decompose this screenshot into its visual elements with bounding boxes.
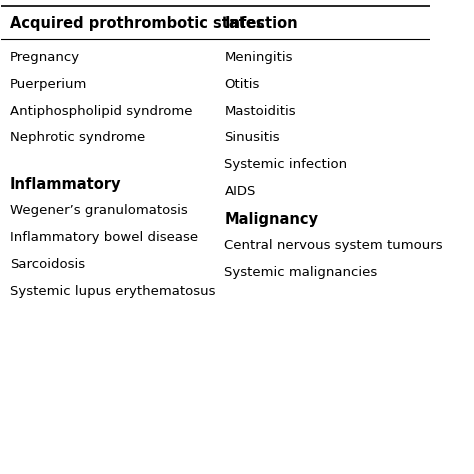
- Text: Acquired prothrombotic states: Acquired prothrombotic states: [10, 16, 264, 30]
- Text: Puerperium: Puerperium: [10, 78, 87, 91]
- Text: Wegener’s granulomatosis: Wegener’s granulomatosis: [10, 204, 188, 217]
- Text: Malignancy: Malignancy: [224, 212, 319, 227]
- Text: Pregnancy: Pregnancy: [10, 51, 80, 64]
- Text: Meningitis: Meningitis: [224, 51, 293, 64]
- Text: Systemic infection: Systemic infection: [224, 158, 347, 171]
- Text: Central nervous system tumours: Central nervous system tumours: [224, 239, 443, 252]
- Text: Inflammatory bowel disease: Inflammatory bowel disease: [10, 231, 198, 244]
- Text: Otitis: Otitis: [224, 78, 260, 91]
- Text: Systemic lupus erythematosus: Systemic lupus erythematosus: [10, 284, 216, 298]
- Text: Sarcoidosis: Sarcoidosis: [10, 258, 85, 271]
- Text: Infection: Infection: [224, 16, 298, 30]
- Text: Sinusitis: Sinusitis: [224, 131, 280, 145]
- Text: Antiphospholipid syndrome: Antiphospholipid syndrome: [10, 105, 192, 118]
- Text: Inflammatory: Inflammatory: [10, 177, 121, 192]
- Text: Mastoiditis: Mastoiditis: [224, 105, 296, 118]
- Text: Nephrotic syndrome: Nephrotic syndrome: [10, 131, 145, 145]
- Text: AIDS: AIDS: [224, 185, 256, 198]
- Text: Systemic malignancies: Systemic malignancies: [224, 266, 378, 279]
